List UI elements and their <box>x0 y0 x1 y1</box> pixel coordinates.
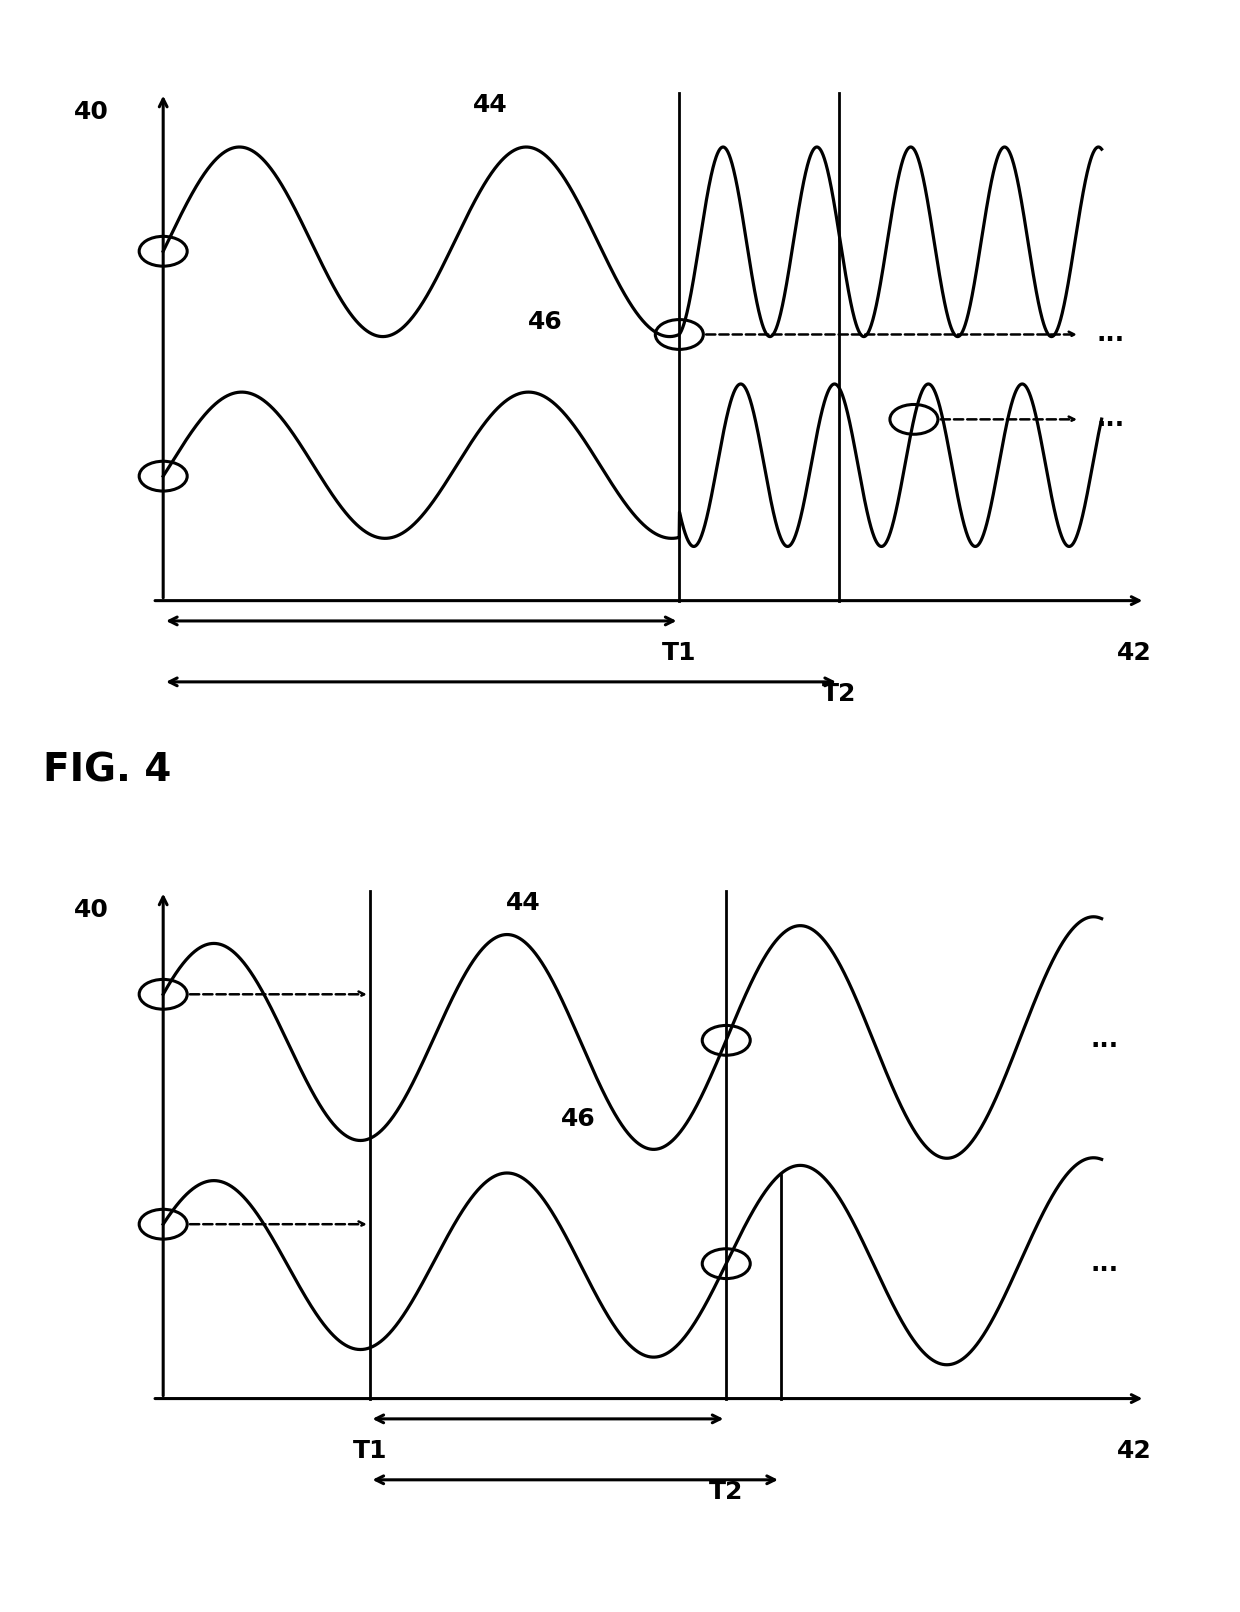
Text: T1: T1 <box>662 642 697 666</box>
Text: 42: 42 <box>1117 1440 1152 1464</box>
Text: 44: 44 <box>506 891 541 914</box>
Text: 40: 40 <box>73 100 109 124</box>
Text: FIG. 4: FIG. 4 <box>43 751 171 790</box>
Text: ...: ... <box>1091 1028 1118 1053</box>
Text: 40: 40 <box>73 898 109 922</box>
Text: ...: ... <box>1096 408 1125 432</box>
Text: T2: T2 <box>822 682 856 706</box>
Text: 46: 46 <box>560 1107 595 1132</box>
Text: 42: 42 <box>1117 642 1152 666</box>
Text: ...: ... <box>1091 1251 1118 1275</box>
Text: T2: T2 <box>709 1480 744 1504</box>
Text: 46: 46 <box>528 310 563 334</box>
Text: T1: T1 <box>352 1440 387 1464</box>
Text: ...: ... <box>1096 322 1125 347</box>
Text: 44: 44 <box>474 93 508 116</box>
